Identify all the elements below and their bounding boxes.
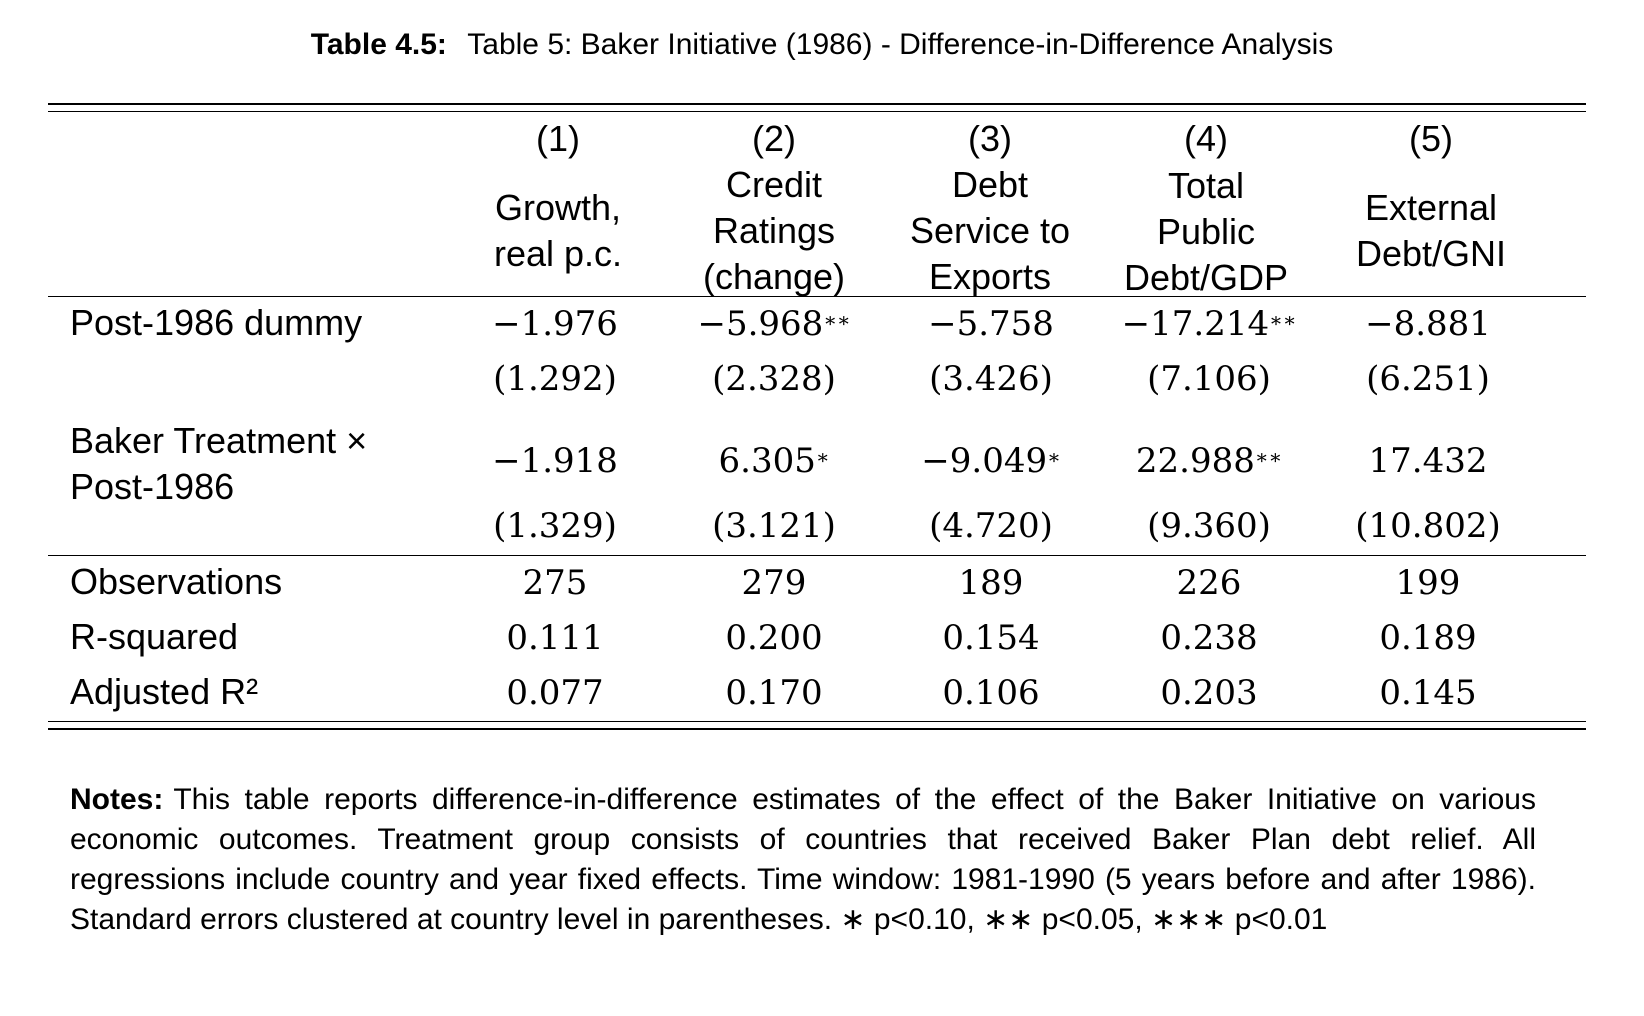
- column-header-3: (3) Debt Service to Exports: [880, 116, 1100, 300]
- column-header-line: Ratings: [712, 210, 836, 251]
- coef-cell: −5.758: [928, 304, 1054, 344]
- stat-cell: 189: [958, 563, 1024, 603]
- row-label-baker-treatment: Baker Treatment × Post-1986: [70, 418, 367, 510]
- top-rule: [48, 103, 1586, 105]
- column-header-line: Credit: [725, 164, 823, 205]
- stat-cell: 0.154: [942, 618, 1040, 658]
- column-header-5: (5) External Debt/GNI: [1311, 116, 1551, 277]
- column-header-line: Growth,: [494, 187, 622, 228]
- row-label-line: Post-1986: [70, 466, 235, 507]
- stat-cell: 0.077: [506, 673, 604, 713]
- header-rule: [48, 296, 1586, 297]
- coef-cell: −1.976: [492, 304, 618, 344]
- se-cell: (1.329): [493, 506, 617, 546]
- coef-cell: −5.968∗∗: [697, 304, 851, 344]
- column-header-line: Service to: [909, 210, 1071, 251]
- se-cell: (3.426): [929, 359, 1053, 399]
- column-header-line: Total: [1167, 165, 1245, 206]
- stat-cell: 0.203: [1160, 673, 1258, 713]
- se-cell: (6.251): [1366, 359, 1490, 399]
- table-caption: Table 4.5: Table 5: Baker Initiative (19…: [0, 28, 1644, 62]
- column-header-line: Public: [1156, 211, 1256, 252]
- column-number: (1): [536, 118, 580, 159]
- stat-cell: 0.189: [1379, 618, 1477, 658]
- stat-cell: 275: [522, 563, 588, 603]
- caption-text: Table 5: Baker Initiative (1986) - Diffe…: [467, 28, 1334, 61]
- column-header-line: External: [1364, 187, 1498, 228]
- notes-label: Notes:: [70, 783, 164, 816]
- stat-label-adjusted-r2: Adjusted R²: [70, 671, 259, 712]
- stat-label-observations: Observations: [70, 561, 283, 602]
- column-header-line: Exports: [928, 256, 1052, 297]
- se-cell: (3.121): [712, 506, 836, 546]
- se-cell: (9.360): [1147, 506, 1271, 546]
- column-header-1: (1) Growth, real p.c.: [448, 116, 668, 277]
- bottom-rule-outer: [48, 728, 1586, 730]
- caption-label: Table 4.5:: [310, 28, 447, 61]
- column-header-line: real p.c.: [493, 233, 623, 274]
- stat-cell: 226: [1176, 563, 1242, 603]
- column-number: (3): [968, 118, 1012, 159]
- column-number: (2): [752, 118, 796, 159]
- coef-cell: −17.214∗∗: [1121, 304, 1297, 344]
- coef-cell: −9.049∗: [921, 441, 1061, 481]
- column-header-line: Debt/GNI: [1355, 233, 1507, 274]
- stat-cell: 279: [741, 563, 807, 603]
- stat-label-r-squared: R-squared: [70, 616, 239, 657]
- column-header-line: (change): [702, 256, 846, 297]
- stats-rule: [48, 555, 1586, 556]
- bottom-rule: [48, 721, 1586, 722]
- notes-text: This table reports difference-in-differe…: [70, 783, 1536, 936]
- stat-cell: 0.145: [1379, 673, 1477, 713]
- column-number: (4): [1184, 118, 1228, 159]
- coef-cell: −8.881: [1365, 304, 1491, 344]
- coef-cell: −1.918: [492, 441, 618, 481]
- column-header-4: (4) Total Public Debt/GDP: [1096, 116, 1316, 301]
- row-label-line: Baker Treatment ×: [70, 420, 368, 461]
- column-header-2: (2) Credit Ratings (change): [664, 116, 884, 300]
- stat-cell: 0.200: [725, 618, 823, 658]
- stat-cell: 0.170: [725, 673, 823, 713]
- coef-cell: 6.305∗: [718, 441, 830, 481]
- se-cell: (10.802): [1355, 506, 1501, 546]
- se-cell: (4.720): [929, 506, 1053, 546]
- se-cell: (7.106): [1147, 359, 1271, 399]
- column-header-line: Debt: [951, 164, 1029, 205]
- se-cell: (1.292): [493, 359, 617, 399]
- coef-cell: 22.988∗∗: [1135, 441, 1283, 481]
- stat-cell: 0.106: [942, 673, 1040, 713]
- stat-cell: 0.111: [506, 618, 604, 658]
- se-cell: (2.328): [712, 359, 836, 399]
- column-number: (5): [1409, 118, 1453, 159]
- coef-cell: 17.432: [1368, 441, 1488, 481]
- stat-cell: 199: [1395, 563, 1461, 603]
- top-rule-inner: [48, 111, 1586, 112]
- column-header-line: Debt/GDP: [1123, 257, 1289, 298]
- row-label-post1986: Post-1986 dummy: [70, 302, 363, 343]
- table-notes: Notes: This table reports difference-in-d…: [70, 780, 1536, 940]
- stat-cell: 0.238: [1160, 618, 1258, 658]
